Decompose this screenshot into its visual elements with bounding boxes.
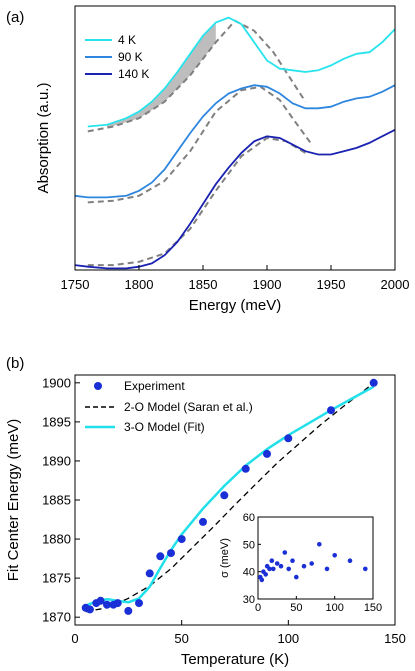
inset-point: [278, 563, 284, 569]
x-tick-label: 100: [277, 631, 299, 646]
legend-label-experiment: Experiment: [124, 379, 185, 393]
inset-point: [263, 572, 269, 577]
inset-point: [363, 566, 368, 572]
experiment-point: [199, 517, 207, 526]
x-tick-label: 1800: [125, 277, 154, 292]
inset-point: [274, 561, 280, 566]
x-tick-label: 2000: [381, 277, 410, 292]
panel-b-ticks: 0 50 100 150 1870 1875 1880 1885 1890 1895 1900: [42, 375, 406, 646]
inset-y-tick-label: 30: [243, 594, 255, 606]
inset-point: [309, 561, 315, 566]
inset-point: [259, 577, 265, 583]
fit-curve-0: [87, 19, 307, 133]
panel-b-xlabel: Temperature (K): [181, 651, 289, 668]
experiment-point: [284, 434, 293, 443]
experiment-point: [135, 599, 143, 608]
legend-label-4k: 4 K: [118, 33, 136, 47]
panel-a-legend: 4 K 90 K 140 K: [85, 33, 149, 81]
experiment-point: [113, 599, 122, 608]
model-2o-line: [85, 382, 375, 613]
panel-b-experiment-points: [81, 378, 378, 615]
panel-a-xlabel: Energy (meV): [189, 297, 282, 314]
inset-point: [332, 553, 338, 558]
inset-ticks: 0 50 100 150 30 40 50 60: [243, 512, 382, 614]
panel-b-2o-model-curve: [85, 382, 375, 613]
inset-frame: [257, 516, 374, 600]
inset-sigma-points: [258, 542, 368, 583]
inset-point: [301, 563, 307, 569]
experiment-point: [327, 406, 335, 415]
legend-label-140k: 140 K: [118, 67, 149, 81]
fit-curve-1: [87, 85, 313, 204]
y-tick-label: 1875: [42, 571, 71, 586]
inset-point: [347, 558, 353, 563]
x-tick-label: 50: [174, 631, 188, 646]
experiment-point: [369, 378, 378, 387]
x-tick-label: 1900: [253, 277, 282, 292]
inset-x-tick-label: 150: [364, 602, 382, 614]
inset-y-tick-label: 60: [243, 512, 255, 524]
inset-point: [286, 566, 292, 572]
inset-point: [324, 566, 330, 572]
panel-a-x-ticks: 1750 1800 1850 1900 1950 2000: [61, 265, 410, 292]
x-tick-label: 1850: [189, 277, 218, 292]
x-tick-label: 0: [71, 631, 78, 646]
panel-b-ylabel: Fit Center Energy (meV): [5, 419, 22, 582]
experiment-point: [263, 449, 271, 458]
experiment-point: [124, 606, 133, 615]
panel-a-fit-curves: [87, 19, 313, 267]
panel-a-frame: [74, 5, 396, 271]
inset-point: [269, 558, 275, 563]
legend-label-2o-model: 2-O Model (Saran et al.): [124, 400, 253, 414]
experiment-point: [177, 535, 186, 544]
experiment-point: [103, 600, 111, 609]
inset-x-tick-label: 100: [325, 602, 343, 614]
inset-point: [294, 574, 299, 580]
inset-y-tick-label: 40: [243, 567, 255, 579]
x-tick-label: 150: [384, 631, 406, 646]
inset-point: [290, 558, 295, 563]
y-tick-label: 1870: [42, 610, 71, 625]
panel-b-legend: Experiment 2-O Model (Saran et al.) 3-O …: [85, 379, 253, 434]
experiment-point: [241, 464, 250, 473]
x-tick-label: 1750: [61, 277, 90, 292]
spectrum-4k: [87, 16, 396, 128]
panel-a-ylabel: Absorption (a.u.): [35, 83, 52, 194]
spectrum-90k: [74, 84, 396, 199]
panel-b-label: (b): [6, 355, 24, 372]
inset-ylabel: σ (meV): [219, 538, 231, 578]
y-tick-label: 1885: [42, 493, 71, 508]
experiment-point: [156, 552, 165, 561]
inset-x-tick-label: 0: [255, 602, 261, 614]
experiment-point: [145, 569, 154, 578]
legend-label-3o-fit: 3-O Model (Fit): [124, 420, 205, 434]
legend-marker-experiment: [94, 382, 102, 390]
y-tick-label: 1900: [42, 375, 71, 390]
inset-point: [317, 542, 322, 547]
x-tick-label: 1950: [317, 277, 346, 292]
inset-point: [267, 566, 272, 572]
y-tick-label: 1880: [42, 532, 71, 547]
inset-point: [271, 566, 276, 572]
panel-a-label: (a): [6, 9, 24, 26]
fit-curve-2: [87, 136, 306, 267]
experiment-point: [167, 549, 175, 558]
inset-y-tick-label: 50: [243, 539, 255, 551]
experiment-point: [85, 605, 94, 614]
y-tick-label: 1895: [42, 414, 71, 429]
legend-label-90k: 90 K: [118, 50, 143, 64]
experiment-point: [96, 596, 105, 605]
experiment-point: [220, 491, 229, 500]
inset-x-tick-label: 50: [290, 602, 302, 614]
inset-point: [282, 550, 288, 555]
y-tick-label: 1890: [42, 453, 71, 468]
